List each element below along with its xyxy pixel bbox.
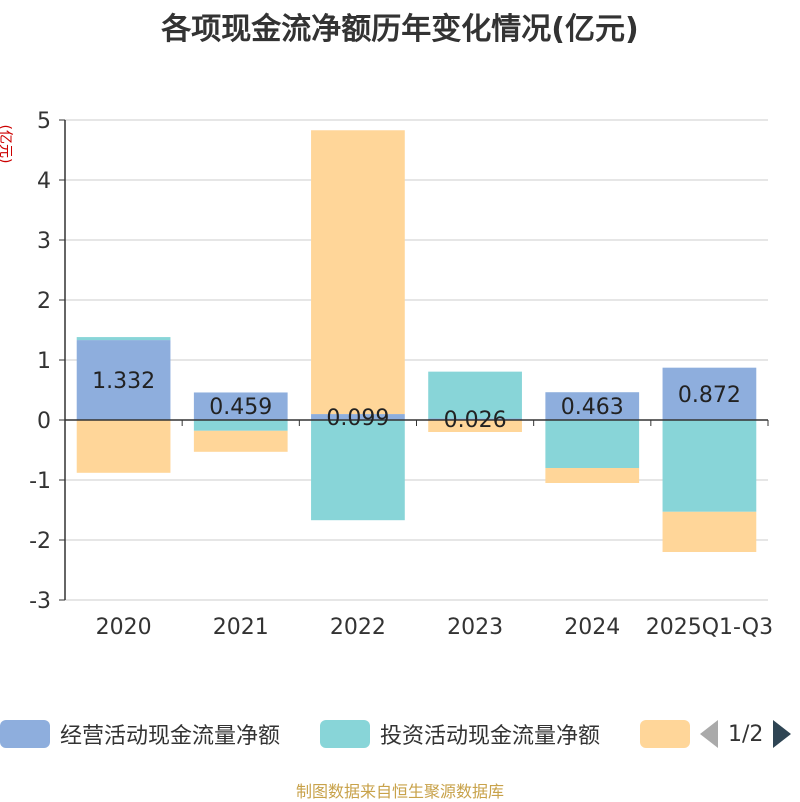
y-tick-label: -3 (29, 589, 51, 614)
bar-investing-2023 (428, 371, 522, 419)
data-source-note: 制图数据来自恒生聚源数据库 (295, 782, 504, 801)
legend-swatch-investing (320, 720, 370, 748)
y-tick-label: 5 (37, 109, 51, 134)
y-tick-label: 1 (37, 349, 51, 374)
y-tick-label: -2 (29, 529, 51, 554)
bar-investing-2024 (545, 420, 640, 468)
legend-next-arrow-icon[interactable] (773, 720, 792, 748)
data-label-operating: 0.463 (561, 395, 624, 420)
bar-operating-2022 (311, 414, 405, 420)
y-tick-label: -1 (29, 469, 51, 494)
x-tick-label: 2021 (213, 615, 269, 640)
legend-item-operating[interactable]: 经营活动现金流量净额 (0, 720, 281, 749)
bar-financing-2021 (193, 430, 288, 452)
legend-page-indicator: 1/2 (728, 721, 764, 747)
legend-item-investing[interactable]: 投资活动现金流量净额 (320, 720, 601, 749)
bar-financing-2024 (545, 468, 640, 483)
bar-investing-2020 (76, 337, 171, 341)
x-tick-label: 2024 (564, 615, 620, 640)
legend-swatch-operating (0, 720, 50, 748)
bar-investing-2025Q1-Q3 (662, 420, 757, 512)
bar-investing-2021 (193, 420, 288, 431)
x-tick-label: 2023 (447, 615, 503, 640)
y-tick-label: 0 (37, 409, 51, 434)
y-tick-label: 3 (37, 229, 51, 254)
legend: 经营活动现金流量净额 投资活动现金流量净额 1/2 (0, 714, 800, 754)
y-tick-label: 4 (37, 169, 51, 194)
bar-chart: 5 4 3 2 1 0 -1 -2 -3 2020 2021 2022 2023 2024 2025Q1-… (29, 109, 773, 640)
bar-financing-2023 (428, 420, 522, 432)
x-tick-label: 2022 (330, 615, 386, 640)
data-label-operating: 0.459 (209, 395, 272, 420)
legend-label-operating: 经营活动现金流量净额 (60, 724, 281, 749)
legend-item-financing[interactable] (640, 720, 690, 748)
legend-label-investing: 投资活动现金流量净额 (380, 724, 601, 749)
chart-title: 各项现金流净额历年变化情况(亿元) (161, 12, 639, 47)
x-tick-label: 2025Q1-Q3 (646, 615, 773, 640)
bar-financing-2025Q1-Q3 (662, 511, 757, 552)
legend-pager: 1/2 (700, 720, 792, 748)
y-tick-label: 2 (37, 289, 51, 314)
legend-swatch-financing (640, 720, 690, 748)
data-label-operating: 0.099 (326, 406, 389, 431)
bar-operating-2021 (193, 392, 288, 420)
bar-financing-2020 (76, 420, 171, 473)
bar-financing-2022 (311, 130, 405, 415)
bar-operating-2023 (428, 418, 522, 420)
data-label-operating: 0.026 (444, 408, 507, 433)
x-tick-label: 2020 (96, 615, 152, 640)
bar-investing-2022 (311, 420, 405, 521)
bar-operating-2025Q1-Q3 (662, 367, 757, 420)
data-label-operating: 0.872 (678, 383, 741, 408)
bar-operating-2024 (545, 392, 640, 420)
data-label-operating: 1.332 (92, 369, 155, 394)
legend-prev-arrow-icon[interactable] (700, 720, 718, 748)
bar-operating-2020 (76, 340, 171, 420)
